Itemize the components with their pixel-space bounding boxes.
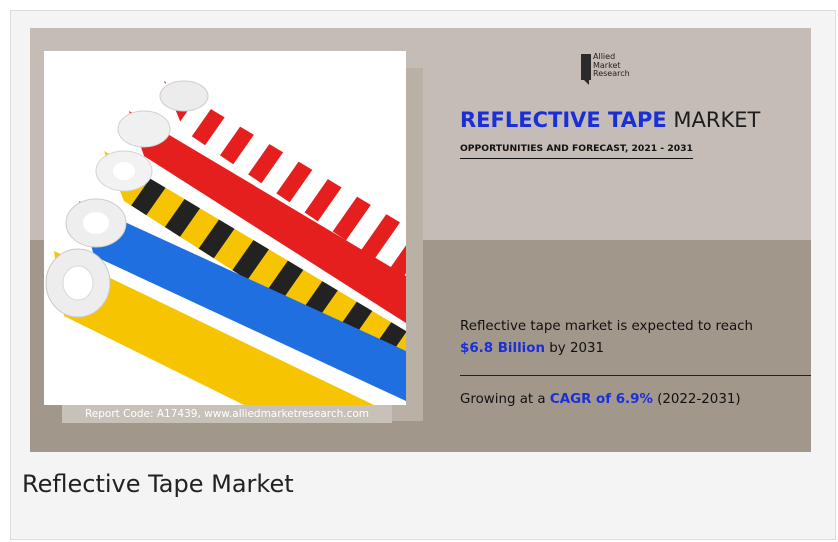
title-rest: MARKET bbox=[673, 108, 761, 132]
divider bbox=[460, 375, 811, 376]
market-banner[interactable]: Report Code: A17439, www.alliedmarketres… bbox=[30, 28, 811, 452]
stat1-prefix: Reflective tape market is expected to re… bbox=[460, 319, 754, 334]
allied-market-research-logo[interactable]: Allied Market Research bbox=[581, 52, 671, 92]
title-accent: REFLECTIVE TAPE bbox=[460, 108, 667, 132]
report-code-caption: Report Code: A17439, www.alliedmarketres… bbox=[62, 405, 392, 423]
logo-line: Market bbox=[593, 60, 621, 70]
logo-mark-icon bbox=[581, 54, 591, 85]
reflective-tape-photo bbox=[44, 51, 406, 405]
stat1-suffix: by 2031 bbox=[549, 341, 605, 356]
card-caption-link[interactable]: Reflective Tape Market bbox=[22, 470, 294, 498]
stat2-prefix: Growing at a bbox=[460, 392, 546, 407]
stat2-suffix: (2022-2031) bbox=[657, 392, 741, 407]
cagr-value: CAGR of 6.9% bbox=[549, 392, 653, 407]
market-size-value: $6.8 Billion bbox=[460, 341, 545, 356]
logo-wordmark: Allied Market Research bbox=[593, 52, 630, 79]
banner-subtitle: OPPORTUNITIES AND FORECAST, 2021 - 2031 bbox=[460, 143, 693, 159]
logo-line: Research bbox=[593, 69, 630, 78]
cagr-statement: Growing at a CAGR of 6.9% (2022-2031) bbox=[460, 392, 741, 407]
banner-title: REFLECTIVE TAPE MARKET bbox=[460, 108, 760, 132]
logo-line: Allied bbox=[593, 52, 616, 61]
tape-rolls-illustration bbox=[45, 80, 406, 405]
market-size-statement: Reflective tape market is expected to re… bbox=[460, 316, 800, 360]
